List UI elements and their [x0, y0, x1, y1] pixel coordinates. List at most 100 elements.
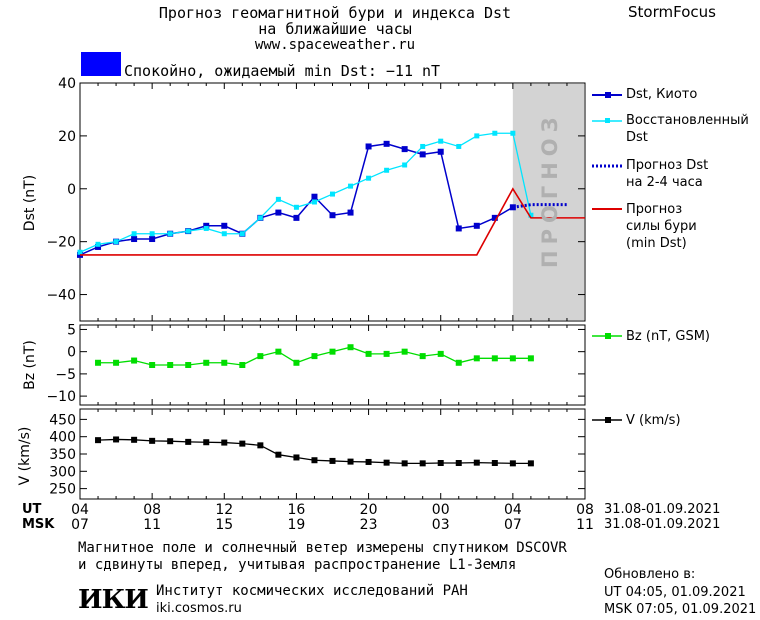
updated-msk: MSK 07:05, 01.09.2021 [604, 602, 757, 617]
data-point [455, 225, 462, 232]
forecast-watermark: ПРОГНОЗ [538, 111, 562, 268]
y-tick-label: 400 [49, 430, 76, 446]
data-point [95, 359, 102, 366]
msk-date-range: 31.08-01.09.2021 [604, 517, 721, 532]
data-point [402, 162, 408, 168]
data-point [257, 442, 264, 449]
msk-tick-label: 11 [576, 517, 594, 533]
footer-note-line1: Магнитное поле и солнечный ветер измерен… [78, 540, 567, 556]
msk-tick-label: 07 [71, 517, 89, 533]
institute-site[interactable]: iki.cosmos.ru [156, 601, 242, 616]
y-tick-label: 5 [67, 322, 76, 338]
data-point [203, 359, 210, 366]
legend-dst-kyoto: Dst, Киото [626, 87, 698, 102]
data-point [239, 231, 245, 237]
data-point [528, 212, 534, 218]
data-point [455, 460, 462, 466]
data-point [455, 359, 462, 366]
data-point [401, 460, 408, 467]
data-point [131, 231, 137, 237]
updated-ut: UT 04:05, 01.09.2021 [604, 585, 746, 600]
data-point [510, 130, 516, 136]
data-point [384, 167, 390, 173]
series-line [79, 143, 514, 256]
legend-forecast-dst-line1: Прогноз Dst [626, 158, 709, 173]
data-point [473, 222, 480, 229]
data-point [239, 440, 246, 447]
iki-logo: ИКИ [78, 585, 149, 615]
ut-date-range: 31.08-01.09.2021 [604, 502, 721, 517]
y-tick-label: 250 [49, 482, 76, 498]
legend-forecast-storm-line2: силы бури [626, 219, 697, 234]
data-point [527, 460, 534, 467]
ut-tick-label: 08 [143, 502, 161, 518]
data-point [95, 437, 102, 444]
data-point [257, 215, 263, 221]
data-point [95, 243, 102, 250]
data-point [438, 138, 444, 144]
data-point [293, 454, 300, 461]
data-point [401, 348, 408, 355]
data-point [383, 459, 390, 466]
data-point [437, 350, 444, 357]
data-point [366, 175, 372, 181]
data-point [347, 344, 354, 351]
data-point [275, 209, 282, 216]
data-point [275, 196, 281, 202]
brand-label: StormFocus [628, 3, 716, 21]
msk-tick-label: 19 [288, 517, 306, 533]
v-ylabel: V (km/s) [17, 426, 33, 486]
data-point [365, 350, 372, 357]
data-point [473, 355, 480, 362]
data-point [293, 204, 299, 210]
data-point [311, 353, 318, 360]
y-tick-label: −20 [46, 235, 76, 251]
data-point [203, 225, 209, 231]
data-point [420, 143, 426, 149]
y-tick-label: −10 [46, 389, 76, 405]
updated-label: Обновлено в: [604, 567, 696, 582]
data-point [474, 133, 480, 139]
data-point [311, 457, 318, 464]
data-point [167, 438, 174, 445]
y-tick-label: 0 [67, 182, 76, 198]
data-point [149, 231, 155, 237]
data-point [239, 362, 246, 368]
msk-tick-label: 03 [432, 517, 450, 533]
data-point [257, 353, 264, 360]
data-point [437, 148, 444, 155]
msk-tick-label: 23 [360, 517, 378, 533]
data-point [383, 350, 390, 357]
data-point [131, 436, 138, 443]
y-tick-label: 0 [67, 345, 76, 361]
ut-tick-label: 16 [288, 502, 306, 518]
data-point [365, 458, 372, 465]
chart-subtitle: на ближайшие часы [258, 20, 412, 38]
data-point [221, 222, 228, 229]
y-tick-label: 450 [49, 412, 76, 428]
legend-restored-line2: Dst [626, 130, 648, 145]
data-point [473, 459, 480, 466]
data-point [77, 249, 83, 255]
data-point [185, 438, 192, 445]
y-tick-label: 20 [58, 129, 76, 145]
ut-tick-label: 00 [432, 502, 450, 518]
ut-tick-label: 12 [215, 502, 233, 518]
data-point [113, 436, 120, 443]
data-point [131, 236, 138, 243]
footer-note-line2: и сдвинуты вперед, учитывая распростране… [78, 557, 517, 573]
data-point [509, 355, 516, 362]
legend-forecast-storm-line1: Прогноз [626, 202, 683, 217]
status-color-box [81, 52, 121, 76]
data-point [492, 130, 498, 136]
data-point [311, 199, 317, 205]
msk-tick-label: 11 [143, 517, 161, 533]
y-tick-label: −40 [46, 288, 76, 304]
data-point [221, 231, 227, 237]
ut-tick-label: 08 [576, 502, 594, 518]
series-line [512, 203, 567, 209]
data-point [275, 348, 282, 355]
data-point [293, 214, 300, 221]
data-point [383, 140, 390, 147]
website-link[interactable]: www.spaceweather.ru [254, 37, 416, 53]
